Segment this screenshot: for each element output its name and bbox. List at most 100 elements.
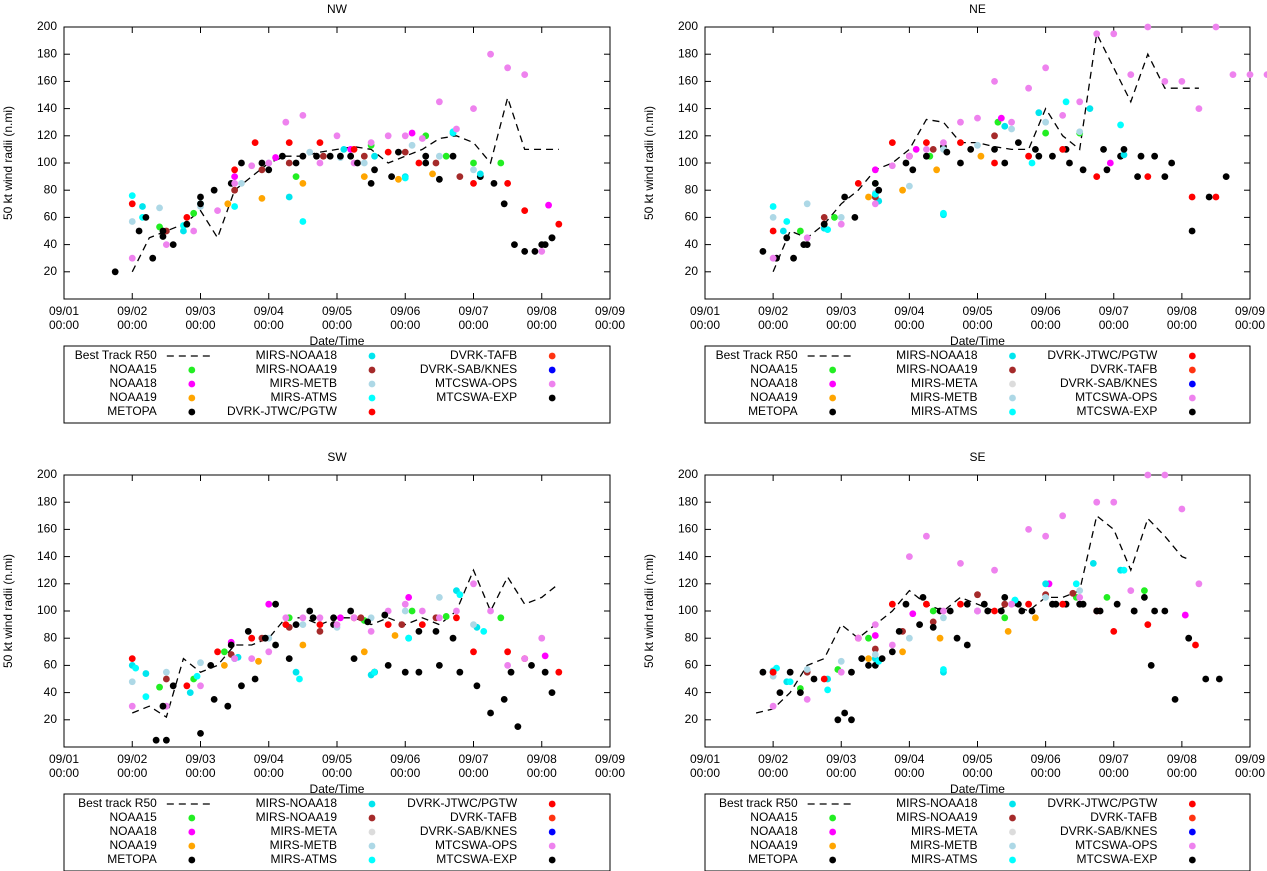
legend-dot-swatch: [1009, 814, 1016, 822]
data-point-metopa: [1202, 675, 1210, 683]
legend-box: [63, 793, 611, 871]
data-point-dvrk-jtwc-pgtw: [384, 148, 392, 156]
y-tick-label: 140: [678, 101, 698, 115]
legend-label: METOPA: [107, 852, 157, 866]
x-tick-time: 00:00: [117, 318, 147, 332]
data-point-mirs-metb: [940, 614, 947, 622]
x-tick-date: 09/07: [458, 752, 488, 766]
data-point-metopa: [834, 716, 842, 724]
data-point-mtcswa-ops: [888, 162, 896, 170]
data-point-metopa: [1185, 634, 1193, 642]
data-point-metopa: [500, 696, 508, 703]
data-point-mirs-metb: [360, 159, 368, 167]
x-tick-date: 09/08: [527, 752, 557, 766]
data-point-mirs-atms: [231, 203, 239, 210]
data-point-mtcswa-exp: [337, 152, 344, 160]
y-tick-label: 80: [44, 182, 58, 196]
data-point-metopa: [238, 682, 245, 690]
legend-dot-swatch: [188, 366, 196, 374]
legend-dot-swatch: [1009, 828, 1016, 836]
legend-label: MTCSWA-EXP: [1076, 852, 1157, 866]
x-tick-time: 00:00: [322, 318, 352, 332]
data-point-mirs-atms: [296, 675, 303, 683]
data-point-mirs-metb: [197, 659, 204, 667]
legend-dot-swatch: [1188, 814, 1196, 822]
data-point-mtcswa-exp: [875, 186, 883, 194]
x-tick-date: 09/03: [826, 752, 856, 766]
legend-dot-swatch: [368, 828, 376, 836]
legend-label: DVRK-JTWC/PGTW: [407, 796, 518, 810]
data-point-mirs-atms: [786, 678, 794, 686]
data-point-noaa19: [429, 170, 436, 178]
legend-label: NOAA15: [750, 810, 798, 824]
legend-dot-swatch: [548, 366, 556, 374]
y-tick-label: 200: [37, 19, 57, 33]
data-point-mtcswa-ops: [1127, 71, 1135, 78]
legend-dot-swatch: [829, 856, 837, 864]
y-tick-label: 200: [37, 467, 57, 481]
data-point-dvrk-jtwc-pgtw: [248, 634, 256, 642]
panel-ne: NE2040608010012014016018020009/0100:0009…: [642, 2, 1267, 424]
legend-label: MIRS-NOAA19: [256, 362, 338, 376]
data-point-mirs-metb: [238, 180, 245, 187]
data-point-dvrk-jtwc-pgtw: [316, 139, 324, 147]
data-point-noaa19: [933, 166, 941, 174]
data-point-mirs-metb: [769, 214, 777, 221]
y-tick-label: 180: [37, 46, 57, 60]
panel-se: SE2040608010012014016018020009/0100:0009…: [642, 450, 1265, 871]
y-tick-label: 160: [678, 522, 698, 536]
data-point-noaa19: [899, 186, 906, 194]
data-point-mtcswa-ops: [1144, 471, 1152, 479]
data-point-mtcswa-ops: [1127, 587, 1135, 594]
y-tick-label: 100: [678, 155, 698, 169]
data-point-metopa: [871, 180, 879, 187]
legend-label: MIRS-NOAA19: [896, 362, 978, 376]
data-point-noaa18: [231, 173, 239, 181]
data-point-mtcswa-exp: [1076, 600, 1084, 608]
data-point-mtcswa-exp: [963, 600, 971, 608]
data-point-mirs-atms: [132, 664, 140, 672]
legend-dot-swatch: [1188, 828, 1196, 836]
data-point-mtcswa-ops: [1161, 78, 1169, 85]
data-point-mirs-metb: [470, 621, 477, 628]
data-point-metopa: [796, 689, 804, 696]
x-tick-date: 09/08: [1167, 304, 1197, 318]
data-point-mirs-noaa19: [231, 186, 239, 194]
data-point-mirs-atms: [299, 218, 307, 225]
legend-dot-swatch: [1009, 380, 1016, 388]
data-point-dvrk-jtwc-pgtw: [1144, 173, 1152, 181]
data-point-noaa19: [1004, 628, 1012, 635]
data-point-dvrk-jtwc-pgtw: [1212, 193, 1220, 201]
data-point-mirs-noaa19: [162, 675, 170, 683]
legend-label: MIRS-META: [271, 824, 337, 838]
data-point-mirs-noaa19: [285, 159, 293, 167]
y-tick-label: 140: [678, 549, 698, 563]
data-point-dvrk-jtwc-pgtw: [521, 207, 529, 215]
legend-label: MTCSWA-EXP: [1076, 404, 1157, 418]
data-point-metopa: [1079, 166, 1087, 174]
data-point-mirs-noaa19: [258, 166, 266, 174]
data-point-mtcswa-ops: [538, 634, 546, 642]
data-point-metopa: [149, 254, 157, 262]
data-point-mirs-atms: [401, 174, 409, 182]
x-tick-time: 00:00: [758, 318, 788, 332]
x-tick-date: 09/09: [1235, 752, 1265, 766]
data-point-noaa15: [408, 607, 416, 615]
data-point-noaa18: [871, 632, 879, 639]
x-tick-time: 00:00: [595, 318, 625, 332]
x-tick-time: 00:00: [185, 318, 215, 332]
x-tick-time: 00:00: [390, 766, 420, 780]
data-point-noaa15: [1141, 587, 1148, 594]
data-point-dvrk-jtwc-pgtw: [316, 621, 324, 628]
data-point-mtcswa-exp: [538, 241, 546, 249]
data-point-noaa15: [796, 227, 804, 235]
data-point-mtcswa-ops: [1008, 600, 1015, 608]
data-point-mirs-atms: [1062, 98, 1070, 106]
legend-label: DVRK-TAFB: [450, 348, 517, 362]
y-tick-label: 60: [44, 658, 58, 672]
data-point-metopa: [548, 689, 556, 696]
data-point-dvrk-jtwc-pgtw: [923, 600, 930, 608]
y-tick-label: 180: [678, 494, 698, 508]
legend-label: MIRS-ATMS: [271, 852, 337, 866]
data-point-mtcswa-ops: [1076, 594, 1084, 601]
